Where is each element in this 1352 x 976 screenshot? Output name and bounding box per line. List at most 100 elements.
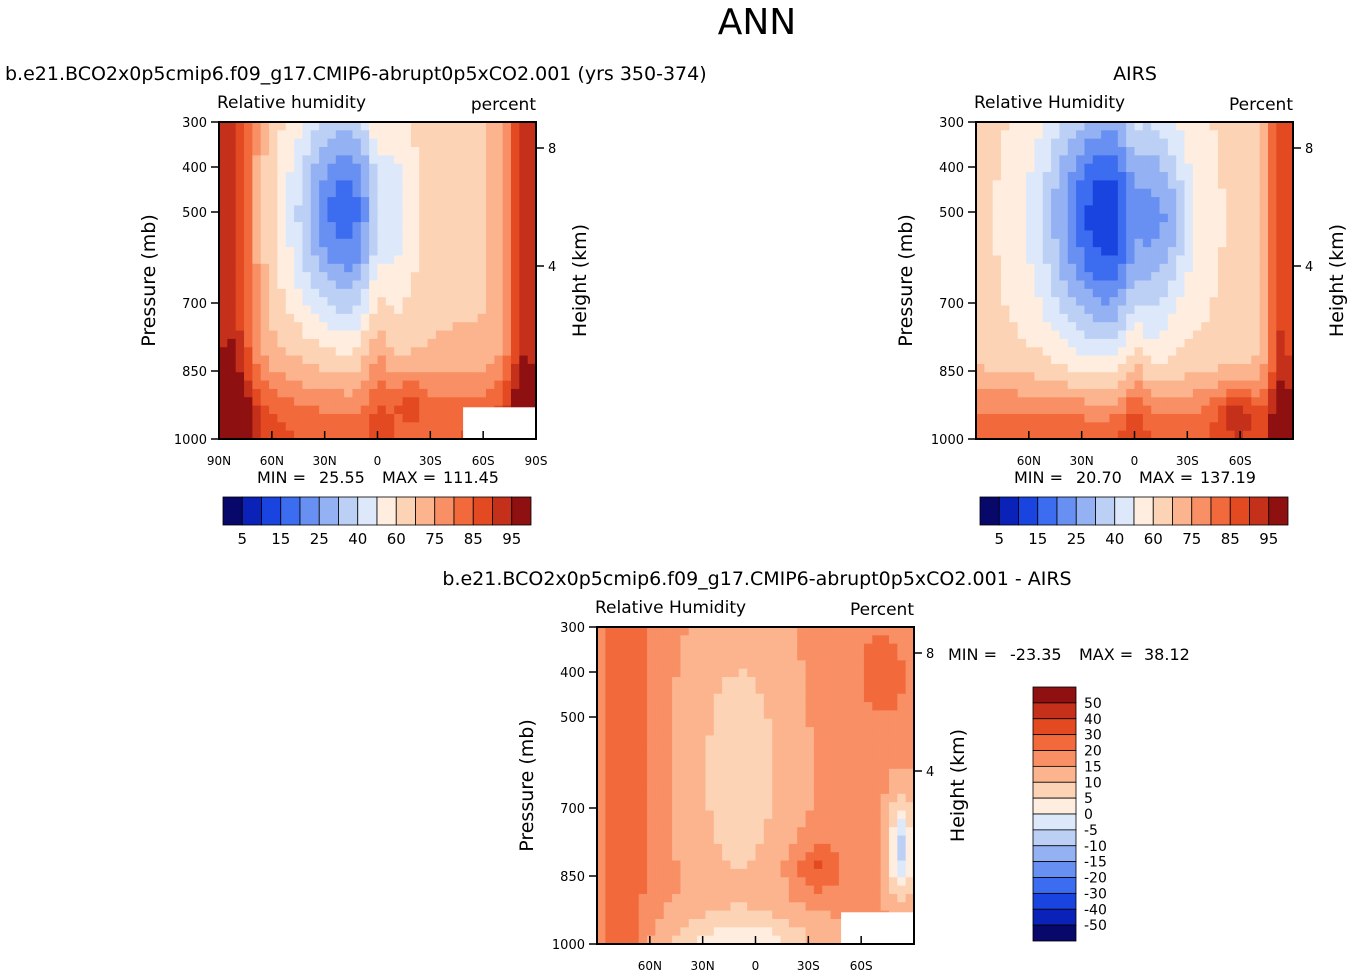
- heatmap-cell: [813, 768, 823, 778]
- heatmap-cell: [452, 263, 462, 273]
- heatmap-cell: [527, 305, 537, 315]
- heatmap-cell: [277, 313, 287, 323]
- heatmap-cell: [847, 702, 857, 712]
- heatmap-cell: [1259, 380, 1269, 390]
- heatmap-cell: [419, 338, 429, 348]
- heatmap-cell: [460, 347, 470, 357]
- heatmap-cell: [905, 827, 915, 837]
- heatmap-cell: [260, 422, 270, 432]
- heatmap-cell: [310, 372, 320, 382]
- heatmap-cell: [1142, 238, 1152, 248]
- heatmap-cell: [705, 718, 715, 728]
- heatmap-cell: [427, 372, 437, 382]
- heatmap-cell: [469, 147, 479, 156]
- heatmap-cell: [1159, 205, 1169, 215]
- heatmap-cell: [519, 238, 529, 248]
- heatmap-cell: [863, 727, 873, 737]
- heatmap-cell: [1076, 205, 1086, 215]
- variable-label: Relative Humidity: [595, 598, 746, 618]
- heatmap-cell: [747, 718, 757, 728]
- heatmap-cell: [1067, 122, 1077, 131]
- heatmap-cell: [763, 927, 773, 937]
- heatmap-cell: [219, 247, 228, 257]
- heatmap-cell: [863, 843, 873, 853]
- heatmap-cell: [335, 372, 345, 382]
- heatmap-cell: [1076, 305, 1086, 315]
- max-value: 111.45: [443, 468, 499, 487]
- heatmap-cell: [897, 768, 907, 778]
- heatmap-cell: [285, 163, 295, 173]
- heatmap-cell: [822, 685, 832, 695]
- heatmap-cell: [597, 718, 606, 728]
- heatmap-cell: [1051, 205, 1061, 215]
- heatmap-cell: [697, 643, 707, 653]
- heatmap-cell: [269, 122, 278, 131]
- heatmap-cell: [813, 760, 823, 770]
- heatmap-cell: [976, 397, 985, 407]
- heatmap-cell: [613, 877, 623, 887]
- heatmap-cell: [285, 363, 295, 373]
- heatmap-cell: [435, 322, 445, 332]
- heatmap-cell: [485, 313, 495, 323]
- heatmap-cell: [722, 860, 732, 870]
- heatmap-cell: [1026, 122, 1035, 131]
- heatmap-cell: [419, 305, 429, 315]
- heatmap-cell: [369, 305, 379, 315]
- heatmap-cell: [622, 752, 631, 762]
- heatmap-cell: [1234, 255, 1244, 265]
- heatmap-cell: [244, 155, 253, 165]
- heatmap-cell: [630, 627, 640, 636]
- heatmap-cell: [680, 918, 690, 928]
- heatmap-cell: [722, 693, 732, 703]
- heatmap-cell: [763, 752, 773, 762]
- heatmap-cell: [352, 138, 362, 148]
- heatmap-cell: [427, 205, 437, 215]
- heatmap-cell: [880, 627, 890, 636]
- heatmap-cell: [485, 363, 495, 373]
- heatmap-cell: [1101, 238, 1111, 248]
- heatmap-cell: [452, 172, 462, 181]
- heatmap-cell: [805, 927, 815, 937]
- heatmap-cell: [763, 827, 773, 837]
- heatmap-cell: [1034, 272, 1044, 282]
- heatmap-cell: [527, 272, 537, 282]
- heatmap-cell: [335, 163, 345, 173]
- heatmap-cell: [1017, 388, 1027, 398]
- heatmap-cell: [992, 405, 1002, 415]
- heatmap-cell: [747, 660, 757, 670]
- heatmap-cell: [1101, 188, 1111, 198]
- heatmap-cell: [1201, 180, 1211, 190]
- heatmap-cell: [402, 163, 412, 173]
- heatmap-cell: [1226, 272, 1236, 282]
- heatmap-cell: [1267, 347, 1277, 357]
- heatmap-cell: [485, 288, 495, 298]
- heatmap-cell: [477, 122, 487, 131]
- heatmap-cell: [227, 313, 237, 323]
- heatmap-cell: [460, 155, 470, 165]
- heatmap-cell: [385, 413, 395, 423]
- heatmap-cell: [976, 388, 985, 398]
- heatmap-cell: [992, 355, 1002, 365]
- heatmap-cell: [622, 702, 631, 712]
- heatmap-cell: [755, 627, 765, 636]
- heatmap-cell: [638, 852, 648, 862]
- heatmap-cell: [244, 338, 253, 348]
- heatmap-cell: [1142, 155, 1152, 165]
- heatmap-cell: [1217, 397, 1227, 407]
- heatmap-cell: [905, 735, 915, 745]
- heatmap-cell: [680, 635, 690, 645]
- heatmap-cell: [377, 163, 387, 173]
- heatmap-cell: [1251, 422, 1261, 432]
- heatmap-cell: [1017, 305, 1027, 315]
- heatmap-cell: [485, 263, 495, 273]
- heatmap-cell: [905, 710, 915, 720]
- heatmap-cell: [663, 918, 673, 928]
- heatmap-cell: [477, 330, 487, 340]
- heatmap-cell: [310, 247, 320, 257]
- heatmap-cell: [219, 305, 228, 315]
- heatmap-cell: [1226, 388, 1236, 398]
- heatmap-cell: [327, 363, 337, 373]
- heatmap-cell: [747, 835, 757, 845]
- heatmap-cell: [302, 297, 312, 307]
- heatmap-cell: [427, 130, 437, 140]
